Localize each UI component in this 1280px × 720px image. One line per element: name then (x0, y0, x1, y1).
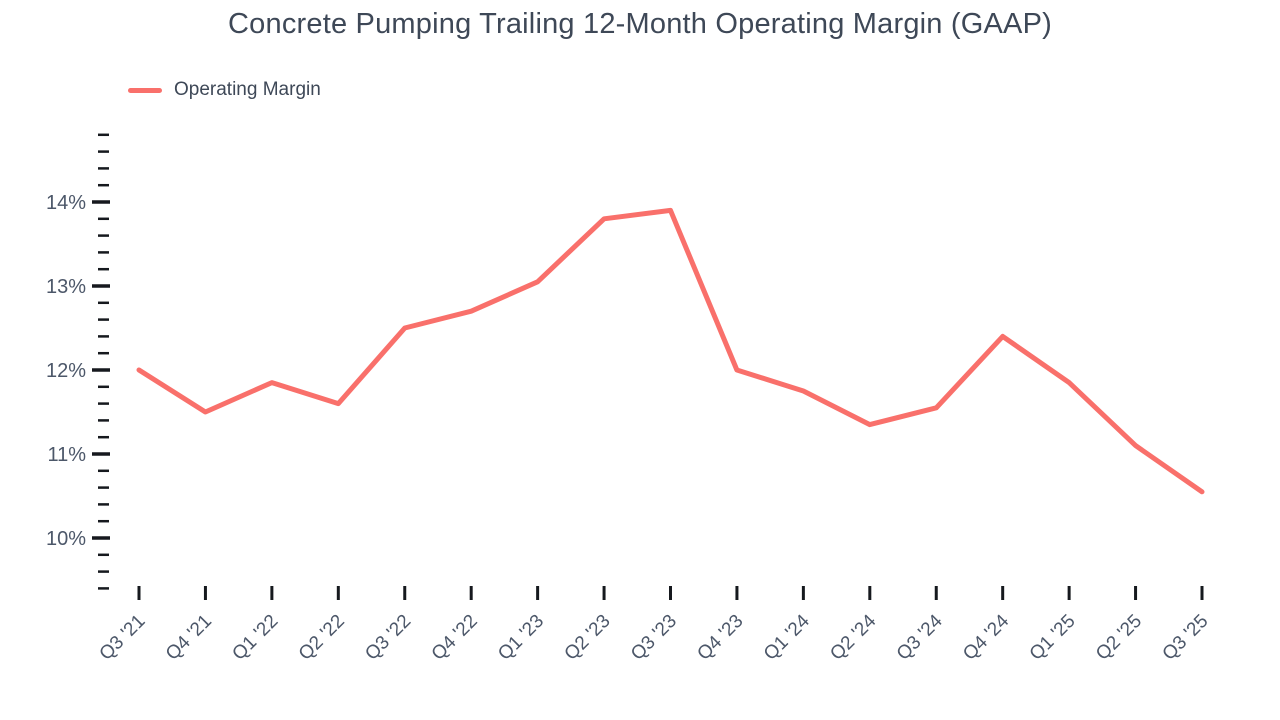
x-axis-label: Q1 '23 (494, 611, 548, 665)
legend-line-swatch (128, 87, 162, 93)
legend-label: Operating Margin (174, 79, 321, 100)
x-axis-label: Q3 '25 (1159, 611, 1213, 665)
y-axis-label: 10% (46, 528, 86, 550)
x-axis-label: Q2 '24 (826, 610, 880, 664)
y-axis-label: 12% (46, 360, 86, 382)
x-axis-label: Q4 '21 (162, 611, 216, 665)
x-axis-label: Q3 '21 (96, 611, 150, 665)
y-axis-label: 13% (46, 276, 86, 298)
x-axis-label: Q2 '23 (561, 611, 615, 665)
x-axis-label: Q1 '25 (1026, 611, 1080, 665)
x-axis-label: Q2 '25 (1092, 611, 1146, 665)
x-axis-label: Q4 '22 (428, 611, 482, 665)
y-axis-label: 11% (47, 444, 86, 466)
x-axis-label: Q1 '22 (228, 611, 282, 665)
x-axis-label: Q3 '24 (893, 610, 947, 664)
y-axis-label: 14% (46, 192, 86, 214)
x-axis-label: Q1 '24 (760, 610, 814, 664)
x-axis-label: Q2 '22 (295, 611, 349, 665)
chart-title: Concrete Pumping Trailing 12-Month Opera… (228, 8, 1052, 40)
legend-item-operating-margin[interactable]: Operating Margin (128, 79, 321, 101)
x-axis-label: Q4 '24 (959, 610, 1013, 664)
series-line-operating-margin[interactable] (136, 207, 1205, 495)
x-axis-label: Q3 '23 (627, 611, 681, 665)
x-axis-label: Q4 '23 (693, 611, 747, 665)
x-axis-label: Q3 '22 (361, 611, 415, 665)
